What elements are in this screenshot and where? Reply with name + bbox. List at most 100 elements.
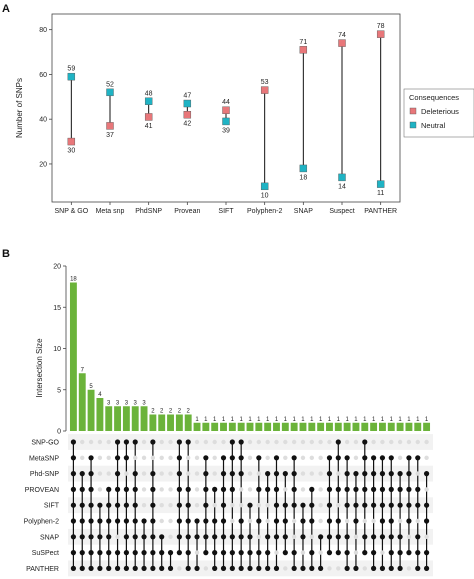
legend-neutral-key bbox=[409, 121, 417, 129]
b-matrix-dot-on bbox=[150, 565, 156, 572]
b-matrix-dot-off bbox=[380, 439, 385, 445]
b-matrix-dot-on bbox=[220, 565, 227, 572]
b-matrix-dot-on bbox=[212, 486, 218, 492]
b-matrix-dot-off bbox=[415, 518, 420, 524]
b-matrix-dot-off bbox=[212, 439, 217, 445]
b-matrix-dot-on bbox=[379, 518, 386, 524]
b-matrix-dot-on bbox=[309, 518, 315, 524]
b-bar-label: 1 bbox=[337, 417, 341, 423]
b-matrix-dot-on bbox=[273, 534, 280, 540]
b-bar bbox=[246, 422, 254, 431]
b-matrix-dot-on bbox=[273, 502, 280, 508]
a-point-deleterious bbox=[222, 106, 230, 114]
b-matrix-dot-on bbox=[379, 486, 386, 492]
b-matrix-dot-on bbox=[423, 471, 430, 477]
b-matrix-dot-off bbox=[283, 487, 288, 492]
b-matrix-dot-on bbox=[114, 486, 121, 492]
b-matrix-dot-off bbox=[318, 455, 323, 460]
a-x-tick-label: Suspect bbox=[329, 208, 354, 215]
b-matrix-dot-off bbox=[185, 455, 191, 460]
b-matrix-dot-off bbox=[150, 455, 156, 460]
b-matrix-dot-off bbox=[168, 487, 173, 492]
b-matrix-dot-on bbox=[362, 502, 368, 508]
b-matrix-dot-off bbox=[185, 471, 191, 476]
b-matrix-dot-on bbox=[326, 471, 333, 477]
b-matrix-dot-on bbox=[70, 518, 77, 524]
b-matrix-dot-off bbox=[256, 439, 262, 445]
b-set-label: SuSPect bbox=[32, 550, 59, 557]
b-bar-label: 1 bbox=[310, 417, 314, 423]
b-bar-label: 18 bbox=[70, 277, 77, 283]
b-matrix-dot-on bbox=[371, 486, 377, 492]
b-bar bbox=[387, 422, 395, 431]
panel-b-label: B bbox=[2, 248, 10, 260]
b-matrix-dot-on bbox=[300, 565, 306, 572]
a-point-deleterious bbox=[338, 39, 346, 47]
b-matrix-dot-on bbox=[185, 534, 191, 540]
b-matrix-dot-on bbox=[141, 534, 147, 540]
b-matrix-dot-on bbox=[167, 565, 174, 572]
b-matrix-dot-on bbox=[247, 534, 253, 540]
b-matrix-dot-off bbox=[344, 439, 350, 445]
b-matrix-dot-on bbox=[238, 518, 244, 524]
a-x-tick-label: SNAP bbox=[294, 208, 313, 215]
b-matrix-dot-on bbox=[265, 486, 271, 492]
b-matrix-dot-on bbox=[362, 534, 368, 540]
b-matrix-dot-on bbox=[273, 471, 280, 477]
b-matrix-dot-off bbox=[424, 455, 429, 460]
b-bar bbox=[405, 422, 413, 431]
b-bar-label: 1 bbox=[275, 417, 279, 423]
b-matrix-dot-on bbox=[79, 518, 85, 524]
b-y-tick-label: 5 bbox=[57, 387, 61, 394]
b-matrix-dot-on bbox=[70, 550, 77, 556]
b-matrix-dot-on bbox=[123, 502, 129, 508]
b-bar bbox=[255, 422, 263, 431]
a-point-label-deleterious: 41 bbox=[145, 123, 153, 130]
b-matrix-dot-off bbox=[406, 439, 412, 445]
b-matrix-dot-on bbox=[123, 534, 129, 540]
b-matrix-dot-off bbox=[159, 471, 164, 476]
a-point-neutral bbox=[67, 72, 76, 81]
panel-b-matrix: SNP-GO MetaSNP Phd-SNP PROVEAN SIFT Polyphen-… bbox=[24, 434, 433, 577]
b-set-label: SNAP bbox=[40, 534, 59, 541]
b-matrix-dot-off bbox=[336, 503, 341, 508]
b-matrix-dot-off bbox=[353, 550, 359, 555]
b-matrix-dot-on bbox=[238, 565, 244, 572]
b-matrix-dot-on bbox=[79, 486, 85, 492]
b-matrix-dot-off bbox=[141, 471, 147, 476]
b-matrix-dot-off bbox=[265, 439, 270, 445]
b-bar-label: 1 bbox=[284, 417, 288, 423]
panel-a-y-axis-title: Number of SNPs bbox=[15, 78, 24, 138]
b-matrix-dot-on bbox=[203, 534, 209, 540]
b-matrix-dot-off bbox=[336, 566, 341, 571]
b-matrix-dot-on bbox=[132, 550, 138, 556]
b-matrix-dot-off bbox=[300, 487, 306, 492]
b-matrix-dot-on bbox=[415, 534, 421, 540]
b-matrix-dot-on bbox=[132, 534, 138, 540]
b-matrix-dot-off bbox=[177, 566, 182, 571]
b-matrix-dot-off bbox=[159, 503, 164, 508]
b-matrix-dot-on bbox=[70, 455, 77, 461]
b-matrix-dot-on bbox=[220, 455, 227, 461]
b-bar-label: 1 bbox=[301, 417, 305, 423]
b-matrix-dot-on bbox=[79, 534, 85, 540]
b-matrix-dot-on bbox=[265, 565, 271, 572]
b-matrix-dot-on bbox=[423, 550, 430, 556]
b-matrix-dot-off bbox=[424, 487, 429, 492]
a-point-neutral bbox=[260, 182, 269, 191]
b-matrix-dot-on bbox=[291, 471, 297, 477]
b-bar bbox=[264, 422, 272, 431]
b-bar bbox=[149, 414, 157, 431]
b-matrix-dot-on bbox=[344, 550, 350, 556]
b-matrix-dot-off bbox=[97, 471, 103, 476]
a-point-deleterious bbox=[299, 46, 308, 54]
b-bar-label: 2 bbox=[178, 409, 182, 415]
a-y-tick-label: 20 bbox=[39, 161, 47, 168]
b-matrix-dot-on bbox=[220, 471, 227, 477]
b-matrix-dot-on bbox=[265, 471, 271, 477]
b-matrix-dot-on bbox=[371, 455, 377, 461]
b-matrix-dot-off bbox=[256, 534, 262, 539]
b-matrix-dot-on bbox=[203, 471, 209, 477]
a-point-label-neutral: 52 bbox=[106, 81, 114, 88]
b-matrix-dot-on bbox=[379, 534, 386, 540]
